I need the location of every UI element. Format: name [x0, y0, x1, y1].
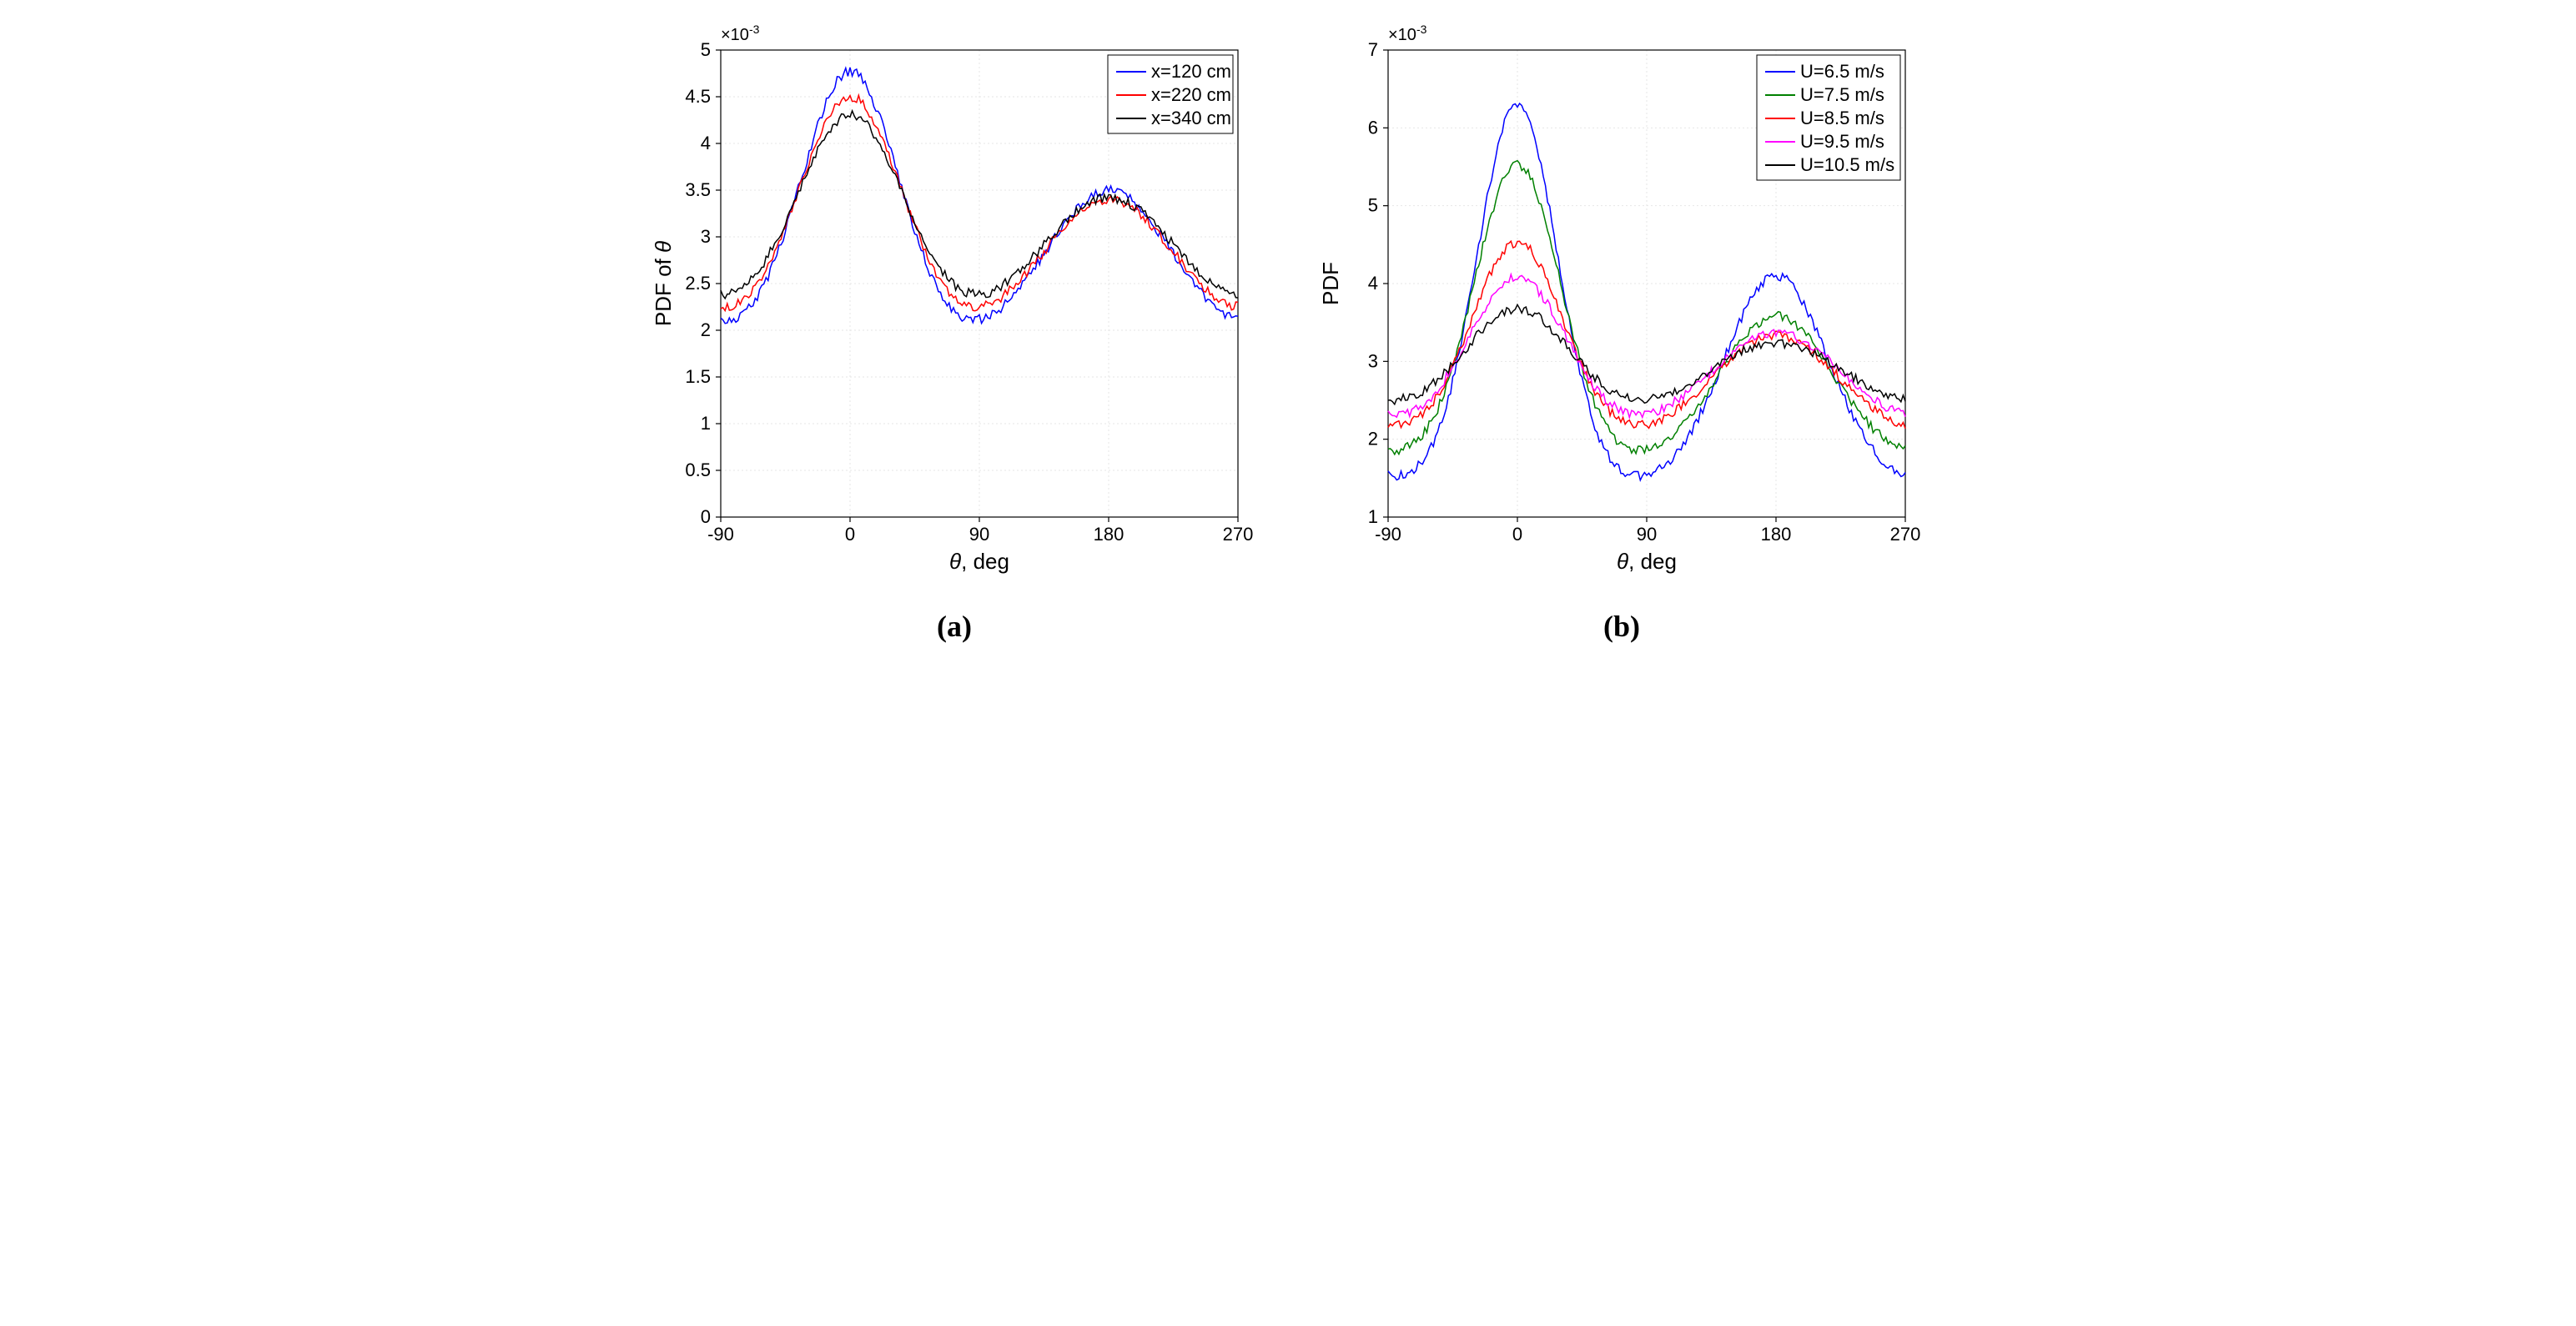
- chart-a: -9009018027000.511.522.533.544.55×10-3θ,…: [646, 17, 1263, 600]
- svg-text:5: 5: [701, 39, 711, 60]
- svg-text:-90: -90: [707, 524, 734, 545]
- svg-text:90: 90: [969, 524, 989, 545]
- subcaption-a: (a): [937, 609, 972, 644]
- svg-text:3: 3: [1368, 350, 1378, 371]
- svg-text:1: 1: [1368, 506, 1378, 527]
- svg-text:0.5: 0.5: [685, 460, 711, 480]
- svg-text:PDF: PDF: [1318, 262, 1343, 305]
- svg-text:3: 3: [701, 226, 711, 247]
- svg-text:270: 270: [1890, 524, 1921, 545]
- svg-text:180: 180: [1094, 524, 1124, 545]
- svg-text:-90: -90: [1375, 524, 1401, 545]
- svg-text:1.5: 1.5: [685, 366, 711, 387]
- svg-text:2.5: 2.5: [685, 273, 711, 294]
- subcaption-b: (b): [1603, 609, 1640, 644]
- svg-text:90: 90: [1637, 524, 1657, 545]
- svg-text:7: 7: [1368, 39, 1378, 60]
- legend-label: U=10.5 m/s: [1800, 154, 1894, 175]
- svg-text:θ, deg: θ, deg: [1617, 549, 1677, 574]
- panel-a: -9009018027000.511.522.533.544.55×10-3θ,…: [646, 17, 1263, 644]
- svg-text:0: 0: [1512, 524, 1522, 545]
- panel-b: -90 0 90 180 270 1 2 3 4 5 6 7 ×10-3 θ, deg PDF U=6.5 m…: [1313, 17, 1930, 644]
- svg-text:×10-3: ×10-3: [1388, 23, 1427, 44]
- svg-text:PDF of θ: PDF of θ: [651, 241, 676, 326]
- svg-text:3.5: 3.5: [685, 179, 711, 200]
- legend-label: x=120 cm: [1151, 61, 1231, 82]
- svg-text:4: 4: [1368, 273, 1378, 294]
- svg-text:2: 2: [701, 319, 711, 340]
- legend-label: U=9.5 m/s: [1800, 131, 1884, 152]
- svg-text:4: 4: [701, 133, 711, 153]
- figure-container: -9009018027000.511.522.533.544.55×10-3θ,…: [0, 0, 2576, 660]
- svg-text:1: 1: [701, 413, 711, 434]
- svg-text:0: 0: [845, 524, 855, 545]
- svg-text:×10-3: ×10-3: [721, 23, 760, 44]
- legend-label: U=8.5 m/s: [1800, 108, 1884, 128]
- svg-text:2: 2: [1368, 429, 1378, 450]
- svg-text:180: 180: [1761, 524, 1792, 545]
- svg-text:5: 5: [1368, 195, 1378, 216]
- legend-label: x=340 cm: [1151, 108, 1231, 128]
- svg-text:0: 0: [701, 506, 711, 527]
- chart-b: -90 0 90 180 270 1 2 3 4 5 6 7 ×10-3 θ, deg PDF U=6.5 m…: [1313, 17, 1930, 600]
- svg-text:θ, deg: θ, deg: [949, 549, 1009, 574]
- svg-text:4.5: 4.5: [685, 86, 711, 107]
- legend-label: U=7.5 m/s: [1800, 84, 1884, 105]
- svg-text:6: 6: [1368, 117, 1378, 138]
- svg-text:270: 270: [1223, 524, 1254, 545]
- legend-label: U=6.5 m/s: [1800, 61, 1884, 82]
- legend-label: x=220 cm: [1151, 84, 1231, 105]
